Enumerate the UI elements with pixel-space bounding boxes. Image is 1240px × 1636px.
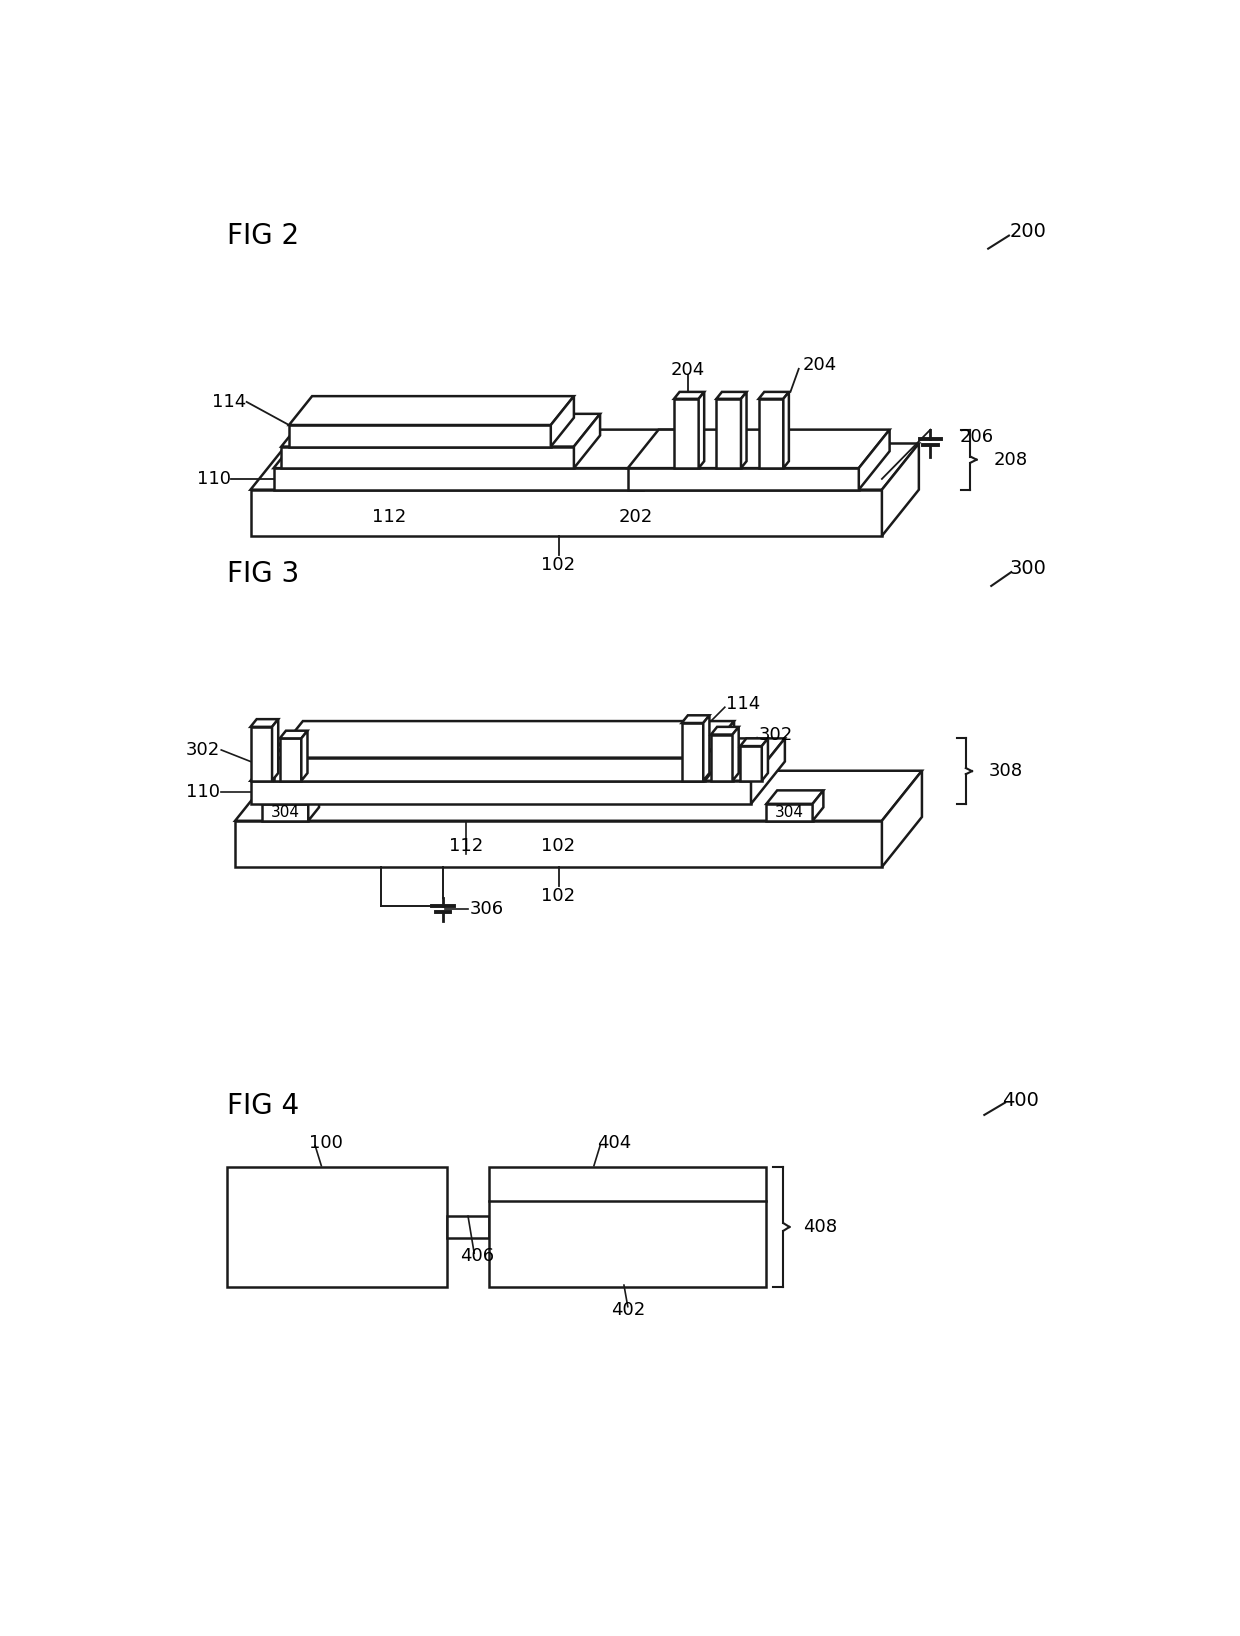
Polygon shape bbox=[751, 738, 785, 803]
Text: 114: 114 bbox=[727, 695, 760, 713]
Polygon shape bbox=[742, 393, 746, 468]
Text: 202: 202 bbox=[619, 509, 652, 527]
Polygon shape bbox=[280, 731, 308, 738]
Polygon shape bbox=[682, 715, 709, 723]
Text: 300: 300 bbox=[1009, 560, 1047, 579]
Text: 114: 114 bbox=[212, 393, 247, 411]
Text: 308: 308 bbox=[990, 762, 1023, 780]
Polygon shape bbox=[761, 738, 768, 780]
Polygon shape bbox=[784, 393, 789, 468]
Polygon shape bbox=[281, 447, 574, 468]
Polygon shape bbox=[698, 393, 704, 468]
Polygon shape bbox=[551, 396, 574, 447]
Polygon shape bbox=[766, 803, 812, 821]
Polygon shape bbox=[644, 430, 675, 489]
Text: 100: 100 bbox=[309, 1134, 343, 1152]
Polygon shape bbox=[740, 746, 761, 780]
Text: 302: 302 bbox=[759, 725, 792, 743]
Polygon shape bbox=[574, 414, 600, 468]
Text: 204: 204 bbox=[671, 362, 706, 380]
Polygon shape bbox=[711, 726, 739, 735]
Text: 400: 400 bbox=[1002, 1091, 1039, 1109]
Polygon shape bbox=[704, 721, 734, 780]
Text: 200: 200 bbox=[1009, 222, 1047, 240]
Text: 302: 302 bbox=[186, 741, 219, 759]
Polygon shape bbox=[675, 399, 698, 468]
Polygon shape bbox=[766, 790, 823, 803]
Polygon shape bbox=[262, 803, 309, 821]
Polygon shape bbox=[272, 720, 278, 780]
Polygon shape bbox=[250, 489, 882, 537]
Polygon shape bbox=[250, 780, 751, 803]
Text: 112: 112 bbox=[449, 838, 484, 856]
Polygon shape bbox=[717, 399, 742, 468]
Polygon shape bbox=[289, 425, 551, 447]
Text: FIG 2: FIG 2 bbox=[227, 221, 300, 250]
Polygon shape bbox=[250, 726, 272, 780]
Polygon shape bbox=[740, 738, 768, 746]
Polygon shape bbox=[280, 738, 301, 780]
Polygon shape bbox=[274, 757, 704, 780]
Text: 204: 204 bbox=[802, 357, 837, 375]
Text: 110: 110 bbox=[197, 470, 231, 488]
Polygon shape bbox=[711, 735, 733, 780]
Polygon shape bbox=[627, 468, 859, 489]
Polygon shape bbox=[682, 723, 703, 780]
Text: FIG 4: FIG 4 bbox=[227, 1091, 300, 1119]
Text: 102: 102 bbox=[542, 887, 575, 905]
Polygon shape bbox=[759, 399, 784, 468]
Text: FIG 3: FIG 3 bbox=[227, 561, 300, 589]
Polygon shape bbox=[703, 715, 709, 780]
Text: 102: 102 bbox=[542, 838, 575, 856]
Polygon shape bbox=[281, 414, 600, 447]
Text: 206: 206 bbox=[960, 429, 993, 447]
Polygon shape bbox=[274, 721, 734, 757]
Polygon shape bbox=[274, 468, 644, 489]
Text: 402: 402 bbox=[610, 1301, 645, 1319]
Text: 110: 110 bbox=[186, 784, 219, 802]
Text: 404: 404 bbox=[596, 1134, 631, 1152]
Polygon shape bbox=[882, 443, 919, 537]
Text: 304: 304 bbox=[270, 805, 300, 820]
Text: 408: 408 bbox=[804, 1217, 837, 1235]
Polygon shape bbox=[627, 430, 889, 468]
Polygon shape bbox=[859, 430, 889, 489]
Polygon shape bbox=[250, 738, 785, 780]
Polygon shape bbox=[301, 731, 308, 780]
Text: 208: 208 bbox=[993, 450, 1028, 468]
Polygon shape bbox=[759, 393, 789, 399]
Polygon shape bbox=[882, 771, 921, 867]
Bar bbox=[490, 1168, 766, 1286]
Polygon shape bbox=[236, 821, 882, 867]
Polygon shape bbox=[262, 790, 319, 803]
Text: 112: 112 bbox=[372, 509, 407, 527]
Polygon shape bbox=[309, 790, 319, 821]
Polygon shape bbox=[236, 771, 921, 821]
Text: 406: 406 bbox=[460, 1247, 495, 1265]
Polygon shape bbox=[250, 720, 278, 726]
Text: 102: 102 bbox=[542, 556, 575, 574]
Text: 306: 306 bbox=[470, 900, 505, 918]
Bar bbox=[446, 1216, 490, 1238]
Polygon shape bbox=[675, 393, 704, 399]
Polygon shape bbox=[733, 726, 739, 780]
Polygon shape bbox=[812, 790, 823, 821]
Bar bbox=[227, 1168, 446, 1286]
Text: 304: 304 bbox=[775, 805, 804, 820]
Polygon shape bbox=[717, 393, 746, 399]
Polygon shape bbox=[289, 396, 574, 425]
Polygon shape bbox=[250, 443, 919, 489]
Polygon shape bbox=[274, 430, 675, 468]
